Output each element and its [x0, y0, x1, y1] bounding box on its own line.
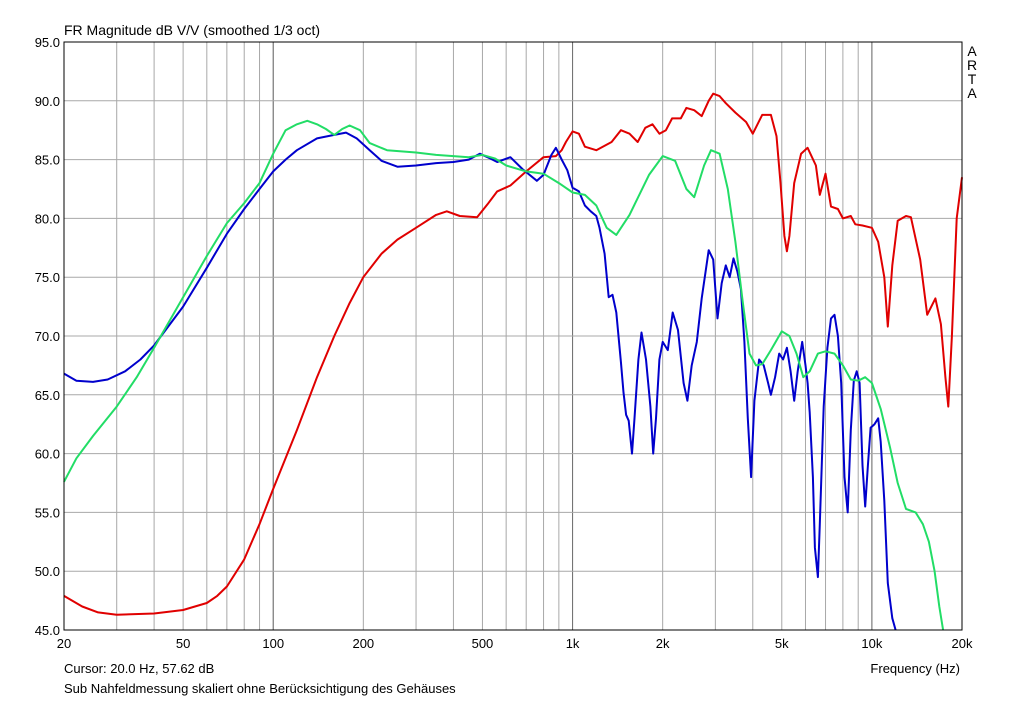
series-line-3: [63, 119, 945, 631]
x-tick-label: 20: [57, 636, 71, 651]
y-tick-label: 60.0: [35, 447, 60, 462]
series-line-1: [63, 92, 963, 616]
y-tick-label: 50.0: [35, 564, 60, 579]
x-tick-label: 1k: [566, 636, 580, 651]
x-tick-label: 50: [176, 636, 190, 651]
cursor-readout: Cursor: 20.0 Hz, 57.62 dB: [64, 661, 215, 676]
x-tick-label: 200: [352, 636, 374, 651]
measurement-note: Sub Nahfeldmessung skaliert ohne Berücks…: [64, 681, 456, 696]
y-tick-label: 80.0: [35, 211, 60, 226]
x-tick-label: 100: [262, 636, 284, 651]
x-axis-label: Frequency (Hz): [870, 661, 960, 676]
arta-brand-label: ARTA: [966, 43, 978, 101]
y-tick-label: 90.0: [35, 94, 60, 109]
y-tick-label: 95.0: [35, 35, 60, 50]
y-tick-label: 45.0: [35, 623, 60, 638]
x-tick-label: 10k: [861, 636, 882, 651]
plot-mask-right: [963, 0, 1024, 701]
y-tick-label: 65.0: [35, 388, 60, 403]
y-tick-label: 85.0: [35, 153, 60, 168]
y-tick-label: 55.0: [35, 505, 60, 520]
series-line-2: [63, 131, 897, 631]
y-tick-label: 75.0: [35, 270, 60, 285]
x-tick-label: 2k: [656, 636, 670, 651]
x-tick-label: 500: [472, 636, 494, 651]
y-tick-label: 70.0: [35, 329, 60, 344]
plot-mask-bottom: [0, 631, 1024, 701]
x-tick-label: 5k: [775, 636, 789, 651]
x-tick-label: 20k: [952, 636, 973, 651]
plot-frame: [63, 41, 963, 631]
chart-title: FR Magnitude dB V/V (smoothed 1/3 oct): [64, 22, 321, 38]
